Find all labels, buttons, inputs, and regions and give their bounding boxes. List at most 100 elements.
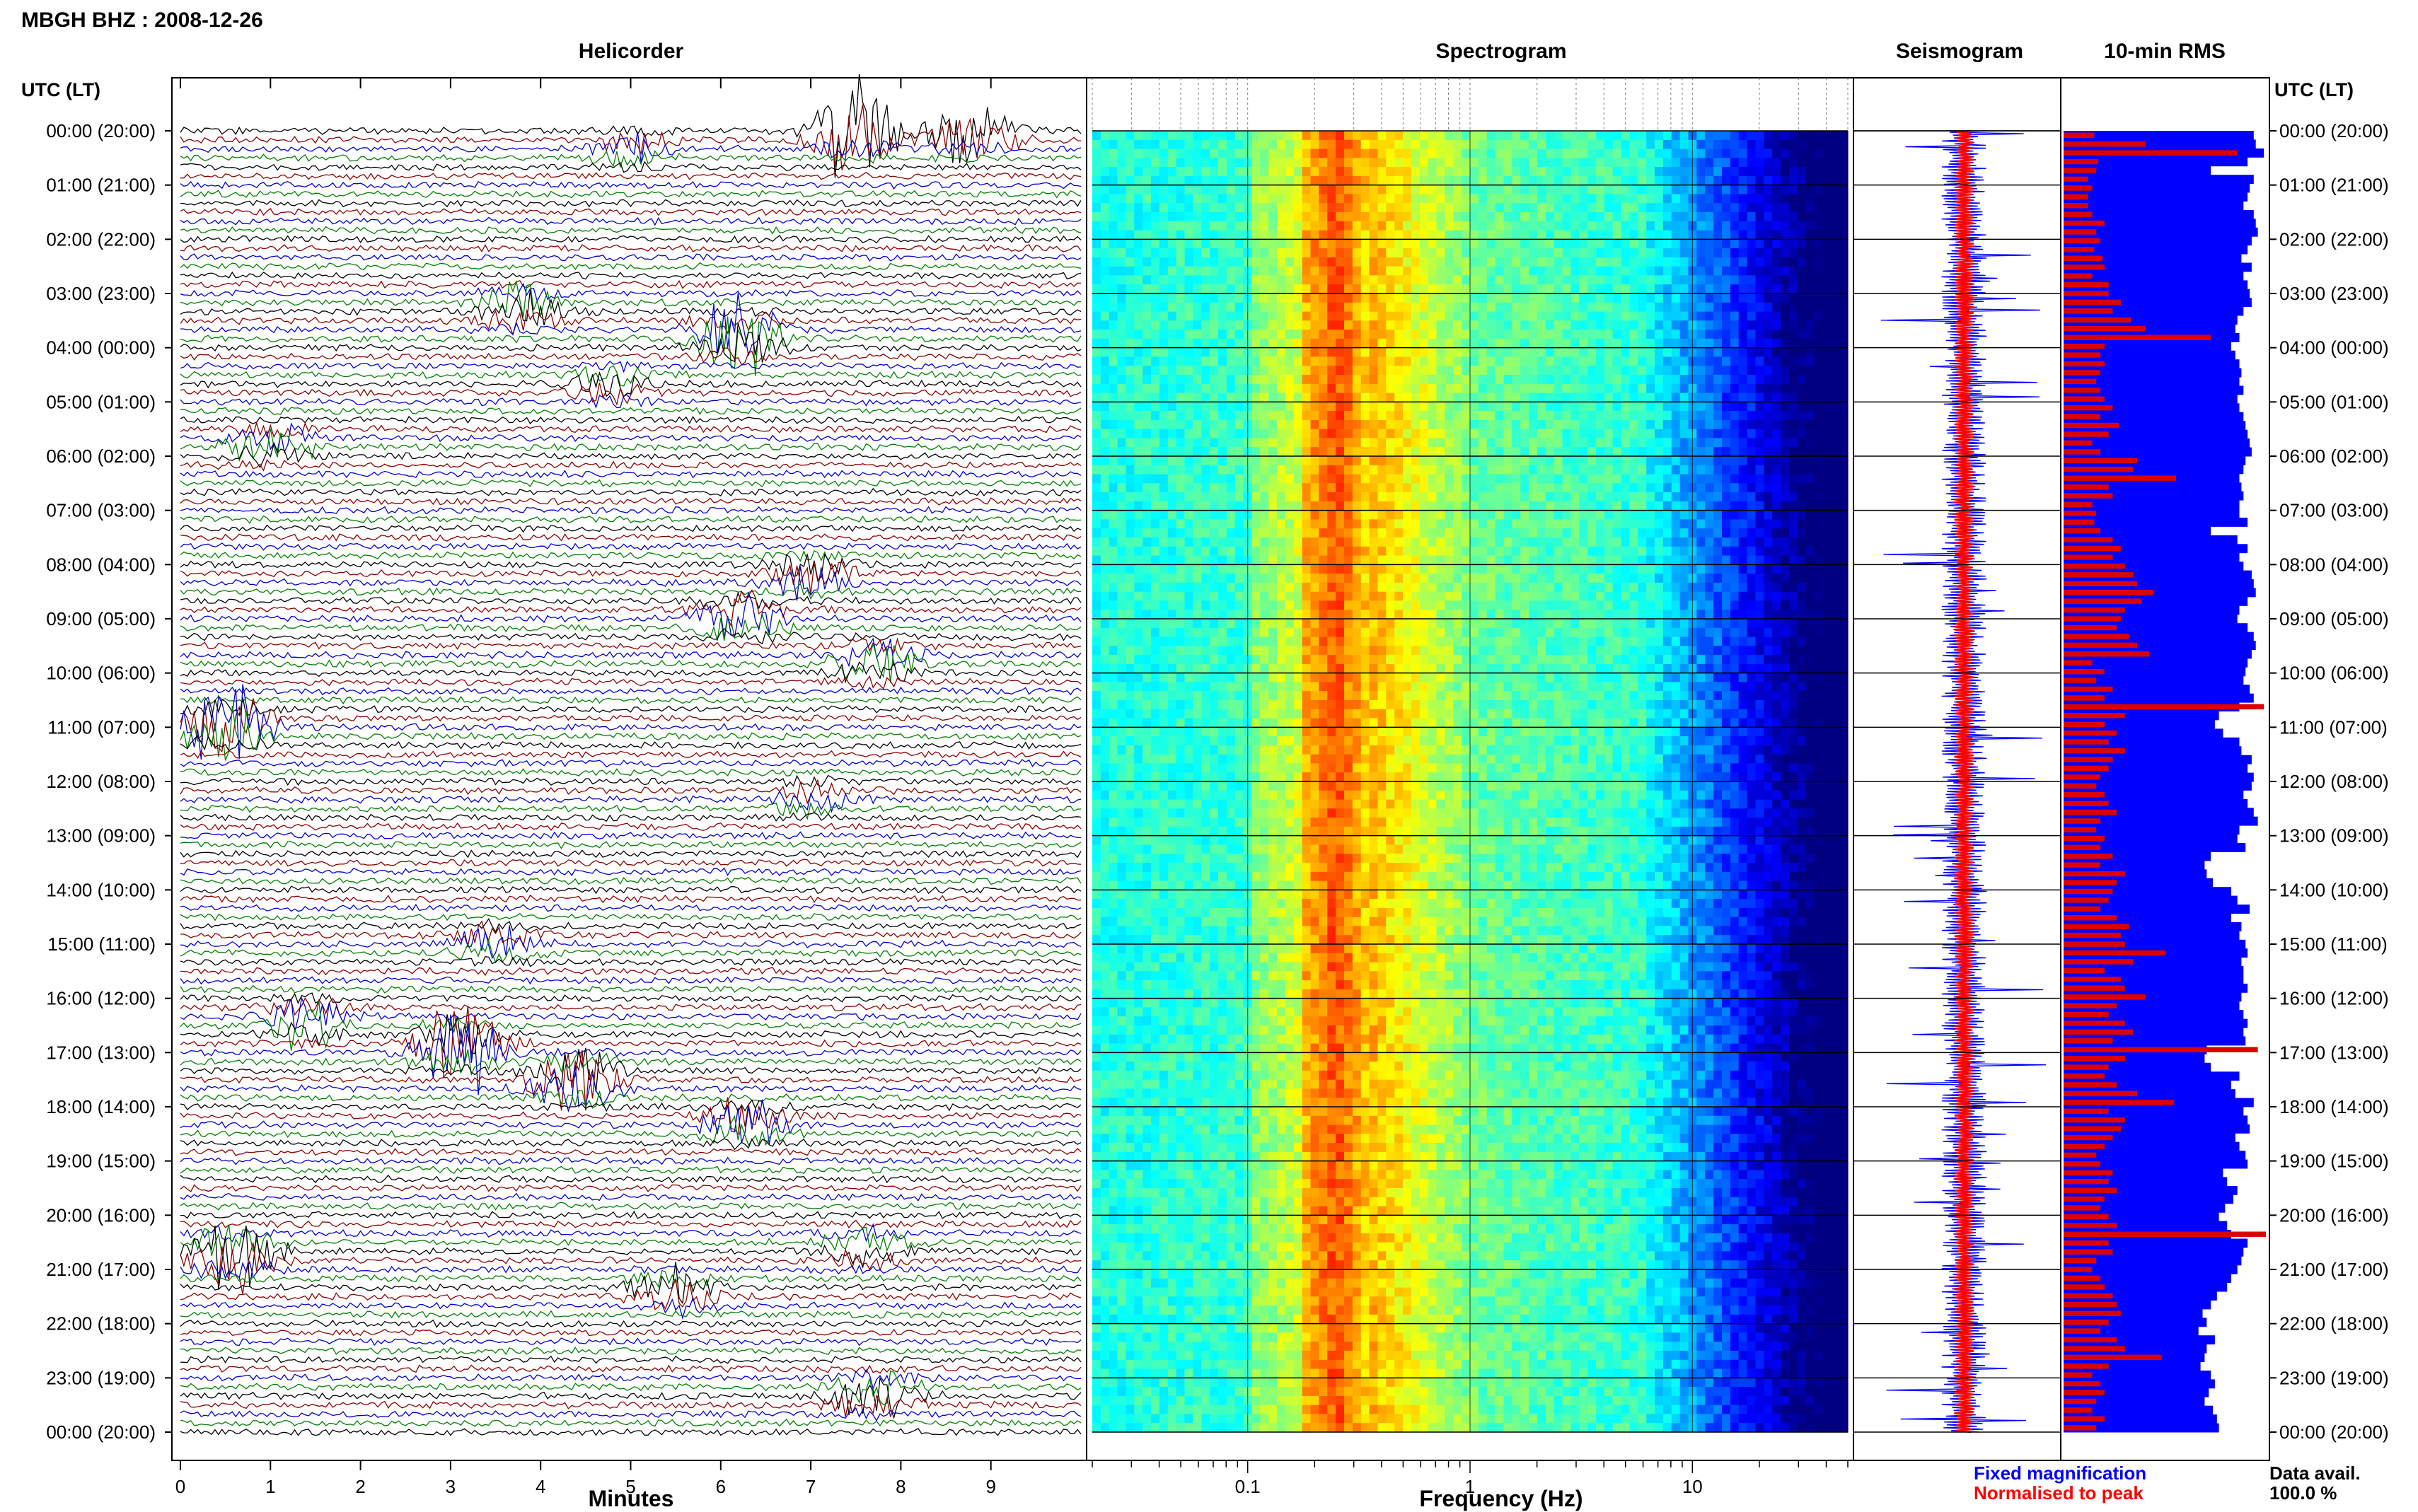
spectrogram-cell <box>1159 1287 1169 1297</box>
spectrogram-cell <box>1327 1233 1336 1243</box>
spectrogram-cell <box>1184 275 1193 285</box>
spectrogram-cell <box>1134 944 1143 954</box>
spectrogram-cell <box>1126 492 1135 502</box>
spectrogram-cell <box>1218 1124 1227 1134</box>
spectrogram-cell <box>1327 438 1336 448</box>
spectrogram-cell <box>1210 311 1219 321</box>
spectrogram-cell <box>1260 1278 1269 1289</box>
spectrogram-cell <box>1344 257 1353 267</box>
spectrogram-cell <box>1369 266 1379 277</box>
spectrogram-cell <box>1352 546 1362 557</box>
spectrogram-cell <box>1352 880 1362 890</box>
spectrogram-cell <box>1260 1079 1269 1090</box>
spectrogram-cell <box>1126 1197 1135 1207</box>
spectrogram-cell <box>1352 1395 1362 1406</box>
spectrogram-cell <box>1293 1007 1303 1017</box>
spectrogram-cell <box>1310 582 1319 593</box>
spectrogram-cell <box>1210 194 1219 204</box>
spectrogram-cell <box>1260 863 1269 873</box>
spectrogram-cell <box>1134 411 1143 421</box>
spectrogram-cell <box>1360 1206 1370 1216</box>
spectrogram-cell <box>1176 537 1186 547</box>
spectrogram-cell <box>1293 1016 1303 1026</box>
spectrogram-cell <box>1360 1170 1370 1180</box>
spectrogram-cell <box>1151 1088 1160 1098</box>
spectrogram-cell <box>1184 266 1193 277</box>
spectrogram-cell <box>1293 718 1303 728</box>
spectrogram-cell <box>1151 781 1160 791</box>
spectrogram-cell <box>1251 790 1261 801</box>
spectrogram-cell <box>1310 1188 1319 1198</box>
spectrogram-cell <box>1100 167 1110 177</box>
spectrogram-cell <box>1126 221 1135 231</box>
spectrogram-cell <box>1201 302 1210 313</box>
spectrogram-cell <box>1201 212 1210 222</box>
utc-label-left: UTC (LT) <box>21 79 100 100</box>
spectrogram-cell <box>1126 627 1135 638</box>
spectrogram-cell <box>1109 871 1118 882</box>
spectrogram-cell <box>1167 239 1177 249</box>
helicorder-trace <box>180 132 1082 163</box>
spectrogram-cell <box>1151 1278 1160 1289</box>
spectrogram-cell <box>1226 790 1236 801</box>
spectrogram-cell <box>1109 257 1118 267</box>
spectrogram-cell <box>1234 375 1244 385</box>
spectrogram-cell <box>1352 1124 1362 1134</box>
spectrogram-cell <box>1210 1161 1219 1171</box>
spectrogram-cell <box>1360 1143 1370 1153</box>
spectrogram-cell <box>1234 1124 1244 1134</box>
spectrogram-cell <box>1109 745 1118 755</box>
spectrogram-cell <box>1092 311 1101 321</box>
spectrogram-cell <box>1285 582 1295 593</box>
spectrogram-cell <box>1327 1151 1336 1162</box>
spectrogram-cell <box>1327 1323 1336 1334</box>
spectrogram-cell <box>1336 646 1345 656</box>
spectrogram-cell <box>1167 890 1177 900</box>
spectrogram-cell <box>1176 438 1186 448</box>
spectrogram-cell <box>1234 673 1244 683</box>
spectrogram-cell <box>1336 1016 1345 1026</box>
spectrogram-cell <box>1100 619 1110 629</box>
spectrogram-cell <box>1234 709 1244 719</box>
spectrogram-cell <box>1234 383 1244 394</box>
spectrogram-cell <box>1176 998 1186 1008</box>
spectrogram-cell <box>1167 1368 1177 1378</box>
spectrogram-cell <box>1360 501 1370 511</box>
spectrogram-cell <box>1310 419 1319 430</box>
spectrogram-cell <box>1134 1378 1143 1388</box>
spectrogram-cell <box>1310 392 1319 402</box>
spectrogram-cell <box>1193 167 1202 177</box>
spectrogram-cell <box>1327 212 1336 222</box>
spectrogram-cell <box>1193 546 1202 557</box>
helicorder-trace <box>180 549 1082 562</box>
spectrogram-cell <box>1310 673 1319 683</box>
spectrogram-cell <box>1277 890 1286 900</box>
spectrogram-cell <box>1109 1007 1118 1017</box>
spectrogram-cell <box>1151 907 1160 918</box>
spectrogram-cell <box>1100 574 1110 583</box>
spectrogram-cell <box>1109 175 1118 186</box>
spectrogram-cell <box>1260 311 1269 321</box>
spectrogram-cell <box>1134 1342 1143 1351</box>
spectrogram-cell <box>1159 655 1169 665</box>
spectrogram-cell <box>1100 880 1110 890</box>
spectrogram-cell <box>1226 347 1236 358</box>
spectrogram-cell <box>1336 1179 1345 1189</box>
spectrogram-cell <box>1336 194 1345 204</box>
spectrogram-cell <box>1360 582 1370 593</box>
spectrogram-cell <box>1184 411 1193 421</box>
spectrogram-cell <box>1176 221 1186 231</box>
spectrogram-cell <box>1268 1251 1278 1261</box>
spectrogram-cell <box>1352 591 1362 602</box>
spectrogram-cell <box>1352 347 1362 358</box>
spectrogram-cell <box>1226 239 1236 249</box>
spectrogram-cell <box>1184 989 1193 999</box>
spectrogram-cell <box>1251 1251 1261 1261</box>
spectrogram-cell <box>1369 419 1379 430</box>
spectrogram-cell <box>1126 781 1135 791</box>
spectrogram-cell <box>1109 808 1118 818</box>
spectrogram-cell <box>1319 248 1328 258</box>
spectrogram-cell <box>1360 727 1370 737</box>
spectrogram-cell <box>1210 944 1219 954</box>
spectrogram-cell <box>1327 528 1336 538</box>
